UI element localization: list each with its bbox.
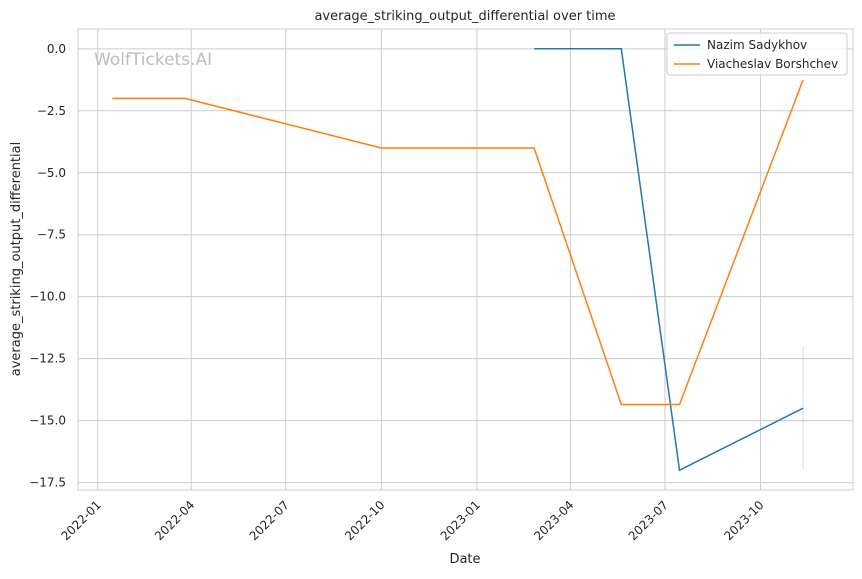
x-tick-label: 2023-04 bbox=[531, 498, 576, 543]
y-tick-label: −15.0 bbox=[29, 414, 66, 428]
plot-area bbox=[77, 28, 854, 491]
grid-lines bbox=[78, 29, 853, 490]
x-tick-label: 2023-07 bbox=[626, 498, 671, 543]
legend-label-nazim-sadykhov: Nazim Sadykhov bbox=[707, 38, 807, 52]
watermark: WolfTickets.AI bbox=[94, 50, 212, 70]
x-tick-label: 2022-07 bbox=[247, 498, 292, 543]
x-tick-label: 2023-10 bbox=[721, 498, 766, 543]
x-tick-labels: 2022-01 2022-04 2022-07 2022-10 2023-01 2023-… bbox=[59, 498, 767, 543]
y-tick-labels: 0.0 −2.5 −5.0 −7.5 −10.0 −12.5 −15.0 −17.5 bbox=[29, 42, 66, 490]
x-tick-label: 2023-01 bbox=[438, 498, 483, 543]
y-tick-label: −5.0 bbox=[37, 166, 66, 180]
x-axis-label: Date bbox=[449, 552, 480, 567]
legend: Nazim Sadykhov Viacheslav Borshchev bbox=[666, 32, 848, 76]
y-tick-label: −12.5 bbox=[29, 352, 66, 366]
y-tick-label: −7.5 bbox=[37, 228, 66, 242]
y-axis-label: average_striking_output_differential bbox=[9, 142, 24, 376]
y-tick-label: 0.0 bbox=[47, 42, 66, 56]
y-tick-label: −17.5 bbox=[29, 476, 66, 490]
x-tick-label: 2022-04 bbox=[152, 498, 197, 543]
y-tick-label: −2.5 bbox=[37, 104, 66, 118]
series-line-nazim-sadykhov bbox=[534, 48, 804, 471]
y-tick-label: −10.0 bbox=[29, 290, 66, 304]
legend-box bbox=[666, 32, 848, 76]
chart-title: average_striking_output_differential ove… bbox=[314, 9, 615, 24]
legend-label-viacheslav-borshchev: Viacheslav Borshchev bbox=[707, 57, 838, 71]
series-lines bbox=[112, 48, 804, 471]
series-line-viacheslav-borshchev bbox=[112, 79, 804, 406]
x-tick-label: 2022-01 bbox=[59, 498, 104, 543]
x-tick-label: 2022-10 bbox=[342, 498, 387, 543]
